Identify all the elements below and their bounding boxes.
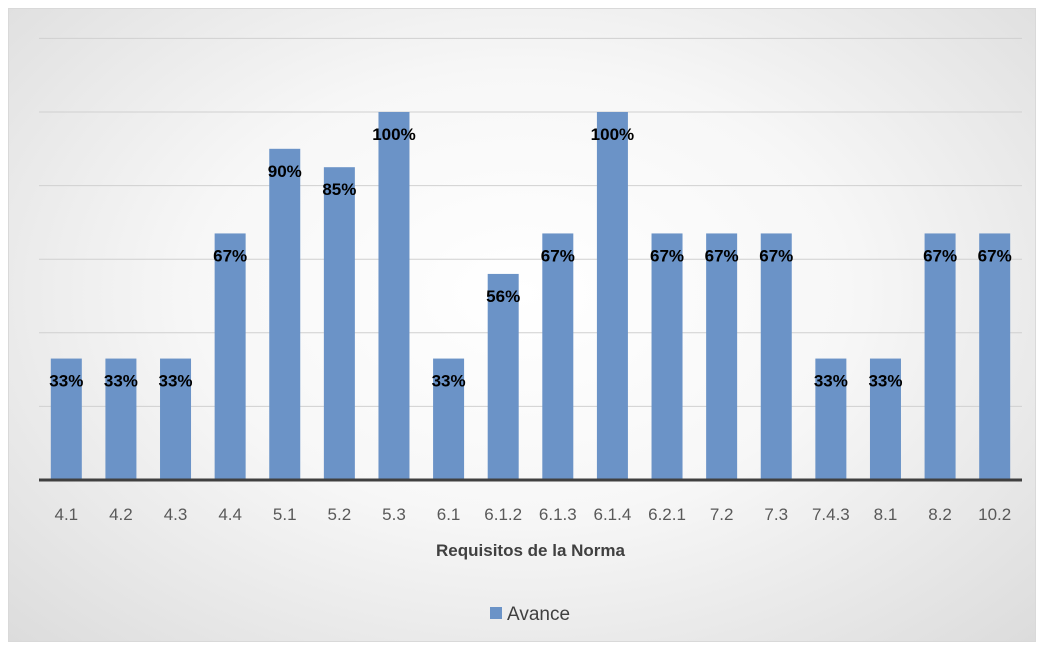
x-tick-label-6.2.1: 6.2.1 <box>648 505 686 524</box>
bar-4.4 <box>214 233 246 480</box>
bar-4.2 <box>105 358 137 480</box>
data-label-8.2: 67% <box>923 246 957 265</box>
data-label-6.1: 33% <box>432 372 466 391</box>
x-tick-label-4.2: 4.2 <box>109 505 133 524</box>
data-label-5.1: 90% <box>268 162 302 181</box>
x-tick-label-10.2: 10.2 <box>978 505 1011 524</box>
bar-4.3 <box>160 358 192 480</box>
x-tick-label-5.2: 5.2 <box>328 505 352 524</box>
legend-swatch <box>490 607 502 619</box>
x-tick-label-4.1: 4.1 <box>54 505 78 524</box>
x-tick-labels: 4.1 4.2 4.3 4.4 5.1 5.2 5.3 6.1 6.1.2 6.1.3 6.1.4 6… <box>54 505 1011 524</box>
data-label-5.3: 100% <box>372 125 415 144</box>
data-label-10.2: 67% <box>978 246 1012 265</box>
bar-7.3 <box>760 233 792 480</box>
bar-10.2 <box>979 233 1011 480</box>
data-label-8.1: 33% <box>868 372 902 391</box>
x-tick-label-7.2: 7.2 <box>710 505 734 524</box>
x-tick-label-5.3: 5.3 <box>382 505 406 524</box>
bar-6.1 <box>433 358 465 480</box>
data-label-6.1.4: 100% <box>591 125 634 144</box>
x-tick-label-7.4.3: 7.4.3 <box>812 505 850 524</box>
data-label-5.2: 85% <box>322 180 356 199</box>
bar-6.1.4 <box>596 112 628 480</box>
x-tick-label-5.1: 5.1 <box>273 505 297 524</box>
data-labels: 33% 33% 33% 67% 90% 85% 100% 33% 56% 67% 100% 67% 67… <box>49 125 1011 391</box>
data-label-7.2: 67% <box>705 246 739 265</box>
x-tick-label-4.3: 4.3 <box>164 505 188 524</box>
data-label-4.1: 33% <box>49 372 83 391</box>
chart-area <box>8 8 1036 642</box>
x-tick-label-7.3: 7.3 <box>764 505 788 524</box>
bars <box>50 112 1011 481</box>
legend-label-avance: Avance <box>507 604 570 625</box>
data-label-4.4: 67% <box>213 246 247 265</box>
x-tick-label-6.1.3: 6.1.3 <box>539 505 577 524</box>
data-label-4.2: 33% <box>104 372 138 391</box>
bar-5.2 <box>323 167 355 480</box>
x-tick-label-6.1.2: 6.1.2 <box>484 505 522 524</box>
legend: Avance <box>490 604 570 625</box>
data-label-6.1.2: 56% <box>486 287 520 306</box>
data-label-6.1.3: 67% <box>541 246 575 265</box>
x-tick-label-6.1: 6.1 <box>437 505 461 524</box>
bar-7.2 <box>706 233 738 480</box>
x-axis-title: Requisitos de la Norma <box>436 541 625 560</box>
bar-6.1.2 <box>487 273 519 480</box>
x-tick-label-4.4: 4.4 <box>218 505 242 524</box>
data-label-4.3: 33% <box>159 372 193 391</box>
x-tick-label-8.2: 8.2 <box>928 505 952 524</box>
bar-8.2 <box>924 233 956 480</box>
x-tick-label-6.1.4: 6.1.4 <box>594 505 632 524</box>
bar-7.4.3 <box>815 358 847 480</box>
bar-5.1 <box>269 148 301 481</box>
bar-8.1 <box>869 358 901 480</box>
data-label-7.3: 67% <box>759 246 793 265</box>
gridlines <box>39 37 1022 407</box>
bar-5.3 <box>378 112 410 480</box>
bar-4.1 <box>50 358 82 480</box>
data-label-7.4.3: 33% <box>814 372 848 391</box>
bar-6.2.1 <box>651 233 683 480</box>
x-tick-label-8.1: 8.1 <box>874 505 898 524</box>
bar-6.1.3 <box>542 233 574 480</box>
data-label-6.2.1: 67% <box>650 246 684 265</box>
